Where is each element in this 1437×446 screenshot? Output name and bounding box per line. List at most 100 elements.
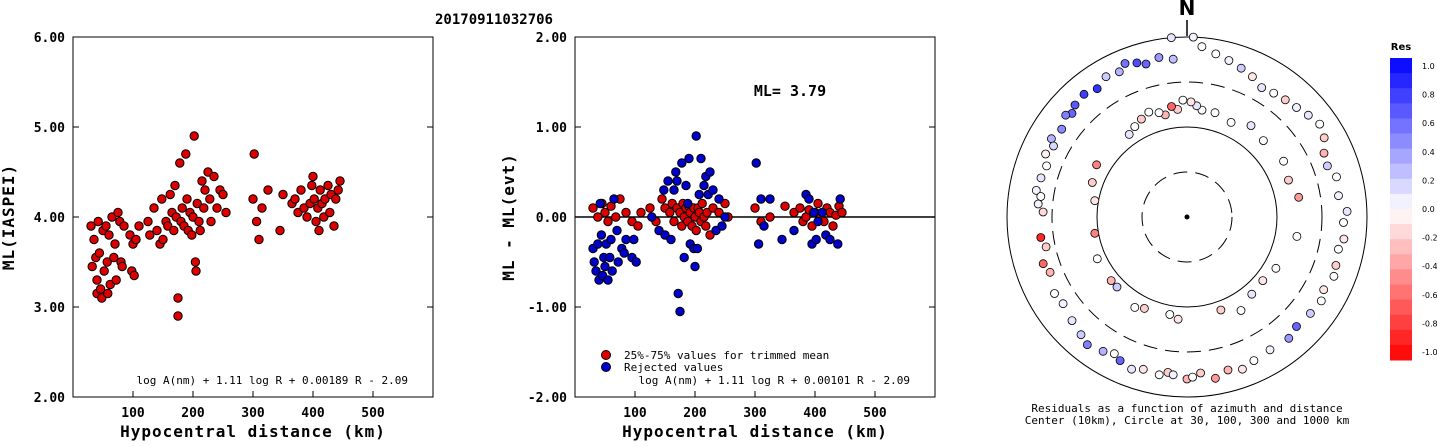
data-point [254, 234, 264, 245]
plot2-formula: log A(nm) + 1.11 log R + 0.00101 R - 2.0… [638, 374, 910, 387]
data-point [692, 243, 703, 254]
station-marker [1339, 218, 1348, 227]
data-point [811, 234, 821, 245]
colorbar-cell [1390, 344, 1412, 361]
y-tick-label: -1.00 [528, 301, 567, 316]
data-point [611, 212, 621, 222]
station-marker [1137, 114, 1146, 124]
y-tick-label: 5.00 [34, 121, 65, 136]
station-marker [1168, 54, 1178, 64]
station-marker [1236, 63, 1246, 73]
legend-marker-rejected [601, 362, 611, 372]
legend-marker-trimmed [601, 350, 611, 360]
residual-vs-distance-plot: 100 200 300 400 500 -2.00 -1.00 0.00 1.00 2.00 ML… [499, 31, 936, 441]
data-point [717, 221, 727, 231]
data-point [94, 248, 105, 258]
data-point [833, 239, 843, 249]
plot1-ticks: 100 200 300 400 500 2.00 3.00 4.00 5.00 6.00 [34, 31, 433, 421]
station-marker [1316, 296, 1326, 306]
data-point [157, 194, 167, 204]
station-marker [1258, 276, 1268, 286]
data-point [145, 230, 155, 240]
data-point [86, 221, 96, 231]
x-tick-label: 100 [121, 406, 145, 421]
data-point [765, 212, 775, 222]
data-point [314, 225, 324, 236]
station-marker [1236, 306, 1246, 315]
colorbar-tick-label: -0.2 [1422, 234, 1437, 243]
station-marker [1197, 42, 1207, 52]
station-marker [1033, 199, 1043, 209]
data-point [103, 288, 113, 299]
map-caption-line1: Residuals as a function of azimuth and d… [1031, 402, 1342, 415]
station-marker [1188, 32, 1198, 42]
data-point [251, 216, 262, 227]
station-marker [1058, 299, 1068, 309]
station-marker [1271, 263, 1281, 273]
data-point [194, 216, 204, 227]
data-point [817, 207, 827, 218]
data-point [665, 207, 675, 218]
ml-vs-distance-plot: 100 200 300 400 500 2.00 3.00 4.00 5.00 6.00 log … [0, 31, 434, 441]
station-marker [1329, 271, 1339, 281]
plot1-xlabel: Hypocentral distance (km) [120, 422, 386, 441]
colorbar-cell [1390, 73, 1412, 89]
data-point [117, 261, 127, 272]
station-marker [1082, 340, 1092, 350]
data-point [175, 158, 185, 168]
station-marker [1226, 118, 1236, 127]
station-marker [1186, 97, 1196, 107]
station-marker [1238, 364, 1247, 374]
station-marker [1045, 267, 1055, 277]
data-point [92, 275, 102, 285]
data-point [591, 266, 601, 276]
legend-label-rejected: Rejected values [624, 361, 723, 374]
data-point [99, 266, 109, 276]
data-point [589, 257, 599, 267]
data-point [714, 194, 724, 204]
colorbar-tick-label: 0.8 [1422, 91, 1435, 100]
data-point [629, 234, 639, 245]
ml-annotation: ML= 3.79 [754, 82, 826, 100]
data-point [221, 207, 231, 218]
data-point [813, 198, 823, 209]
colorbar-tick-label: -1.0 [1422, 348, 1437, 357]
station-marker [1036, 233, 1046, 242]
data-point [307, 180, 317, 191]
plot1-frame [72, 36, 434, 398]
station-marker [1167, 102, 1176, 111]
data-point [673, 288, 683, 299]
station-marker [1323, 161, 1332, 171]
station-marker [1041, 149, 1050, 159]
station-marker [1334, 244, 1343, 254]
station-marker [1279, 156, 1288, 166]
data-point [663, 176, 673, 186]
data-point [835, 194, 845, 204]
data-point [195, 225, 205, 236]
data-point [129, 270, 139, 281]
station-marker [1036, 173, 1046, 183]
data-point [669, 216, 679, 227]
data-point [631, 257, 641, 267]
station-marker [1070, 100, 1080, 110]
data-point [690, 261, 700, 272]
data-point [600, 207, 610, 218]
colorbar-cell [1390, 329, 1412, 346]
station-marker [1140, 303, 1149, 313]
data-point [619, 248, 629, 258]
station-marker [1076, 330, 1086, 340]
station-marker [1047, 134, 1056, 144]
colorbar-tick-label: 0.2 [1422, 176, 1435, 185]
data-point [609, 194, 619, 204]
data-point [134, 221, 144, 231]
data-point [671, 167, 681, 177]
data-point [263, 185, 273, 195]
colorbar-ticks: 1.0 0.8 0.6 0.4 0.2 0.0 -0.2 -0.4 -0.6 -0.8 -1.0 [1422, 62, 1437, 357]
station-marker [1061, 110, 1071, 120]
colorbar-cell [1390, 88, 1412, 104]
station-marker [1178, 95, 1188, 105]
station-marker [1087, 178, 1097, 187]
station-marker [1042, 161, 1051, 171]
data-point [329, 221, 339, 231]
data-point [777, 234, 787, 245]
